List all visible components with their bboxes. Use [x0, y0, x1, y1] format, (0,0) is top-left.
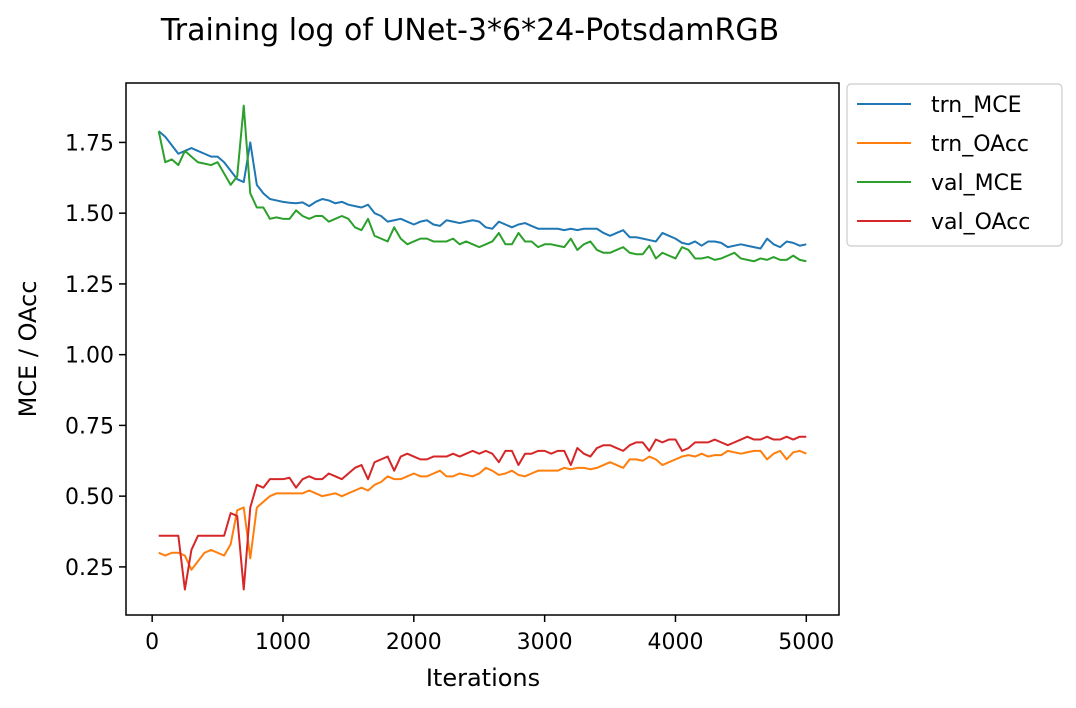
x-axis: 0 1000 2000 3000 4000 5000 — [145, 615, 834, 655]
legend: trn_MCE trn_OAcc val_MCE val_OAcc — [846, 83, 1063, 247]
y-axis-label: MCE / OAcc — [14, 281, 42, 418]
x-tick-label: 3000 — [517, 630, 573, 655]
series-line-val-oacc — [158, 435, 807, 591]
legend-label-trn-mce: trn_MCE — [931, 93, 1021, 118]
y-axis: 0.25 0.50 0.75 1.00 1.25 1.50 1.75 — [65, 131, 126, 581]
series-line-trn-mce — [158, 130, 807, 250]
y-tick-label: 0.50 — [65, 485, 114, 510]
y-tick-label: 0.75 — [65, 414, 114, 439]
x-axis-label: Iterations — [426, 664, 540, 692]
x-tick-label: 0 — [145, 630, 159, 655]
y-tick-label: 1.50 — [65, 202, 114, 227]
y-tick-label: 1.00 — [65, 344, 114, 369]
series-line-val-mce — [157, 104, 807, 263]
x-tick-label: 4000 — [647, 630, 703, 655]
x-tick-label: 2000 — [386, 630, 442, 655]
legend-label-val-mce: val_MCE — [931, 171, 1023, 196]
y-tick-label: 1.25 — [65, 273, 114, 298]
x-tick-label: 1000 — [255, 630, 311, 655]
plot-area — [157, 104, 807, 591]
y-tick-label: 0.25 — [65, 556, 114, 581]
series-line-trn-oacc — [158, 449, 807, 571]
chart-title: Training log of UNet-3*6*24-PotsdamRGB — [160, 13, 779, 48]
x-tick-label: 5000 — [778, 630, 834, 655]
legend-frame — [846, 83, 1063, 247]
legend-label-trn-oacc: trn_OAcc — [931, 132, 1029, 157]
y-tick-label: 1.75 — [65, 131, 114, 156]
plot-frame — [125, 82, 840, 616]
legend-label-val-oacc: val_OAcc — [931, 210, 1030, 235]
